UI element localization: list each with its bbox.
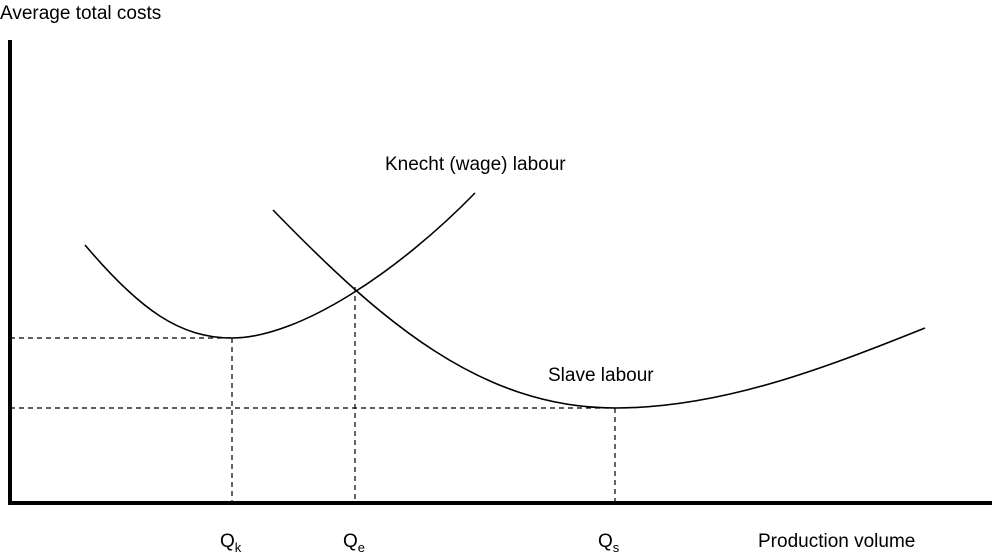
point-sub: k: [235, 540, 242, 555]
point-main: Q: [598, 531, 613, 552]
curve-label: Slave labour: [548, 365, 654, 386]
point-label: Qe: [343, 531, 365, 555]
point-label: Qk: [220, 531, 242, 555]
y-axis-label: Average total costs: [0, 3, 161, 24]
knecht-curve: [84, 192, 476, 339]
point-sub: e: [358, 540, 365, 555]
slave-curve: [272, 209, 926, 409]
curve-label: Knecht (wage) labour: [385, 154, 566, 175]
point-sub: s: [613, 540, 620, 555]
point-main: Q: [220, 531, 235, 552]
x-axis-label: Production volume: [758, 531, 915, 552]
point-label: Qs: [598, 531, 620, 555]
point-main: Q: [343, 531, 358, 552]
